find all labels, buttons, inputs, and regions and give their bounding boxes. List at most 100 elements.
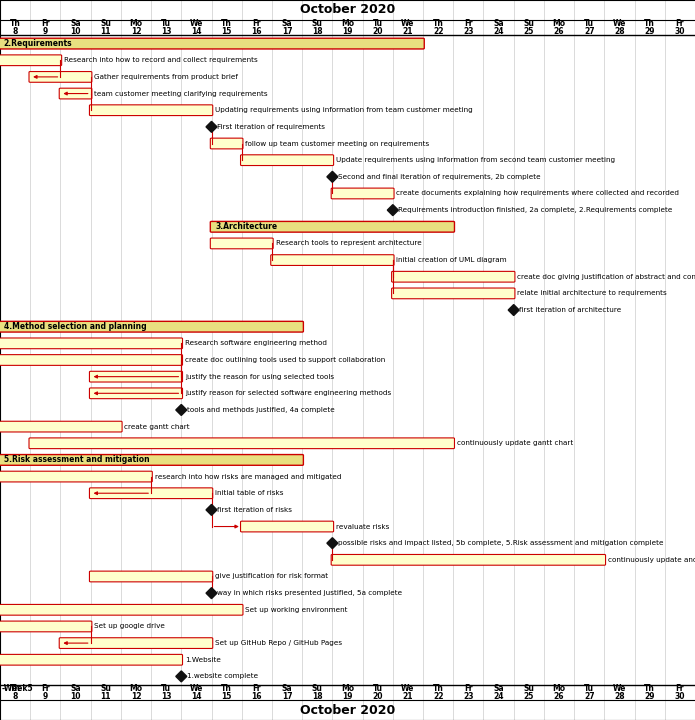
FancyBboxPatch shape xyxy=(0,421,122,432)
Text: Tu: Tu xyxy=(373,19,383,28)
Text: 11: 11 xyxy=(101,27,111,36)
Text: 14: 14 xyxy=(191,27,202,36)
Text: 16: 16 xyxy=(252,27,262,36)
Text: 13: 13 xyxy=(161,692,172,701)
Text: We: We xyxy=(613,684,626,693)
Text: Mo: Mo xyxy=(553,19,566,28)
Text: 5.Risk assessment and mitigation: 5.Risk assessment and mitigation xyxy=(3,456,149,464)
Text: 30: 30 xyxy=(675,692,685,701)
FancyBboxPatch shape xyxy=(29,71,92,82)
Text: Fr: Fr xyxy=(676,19,684,28)
Text: 19: 19 xyxy=(342,692,353,701)
Text: Mo: Mo xyxy=(129,684,142,693)
FancyBboxPatch shape xyxy=(90,388,183,399)
FancyBboxPatch shape xyxy=(211,138,243,149)
Text: Gather requirements from product brief: Gather requirements from product brief xyxy=(95,74,238,80)
Polygon shape xyxy=(176,671,187,682)
Text: 18: 18 xyxy=(312,692,322,701)
FancyBboxPatch shape xyxy=(0,654,183,665)
FancyBboxPatch shape xyxy=(332,188,394,199)
Text: give justification for risk format: give justification for risk format xyxy=(215,574,328,580)
FancyBboxPatch shape xyxy=(211,222,455,232)
Text: Su: Su xyxy=(100,684,111,693)
Text: Th: Th xyxy=(433,19,443,28)
Text: 3.Architecture: 3.Architecture xyxy=(215,222,277,231)
Text: Sa: Sa xyxy=(281,19,293,28)
Text: First iteration of requirements: First iteration of requirements xyxy=(217,124,325,130)
Text: 22: 22 xyxy=(433,692,443,701)
FancyBboxPatch shape xyxy=(240,155,334,166)
Polygon shape xyxy=(327,171,338,182)
Text: 28: 28 xyxy=(614,692,625,701)
Text: Mo: Mo xyxy=(341,19,354,28)
Text: Th: Th xyxy=(10,19,21,28)
Text: initial creation of UML diagram: initial creation of UML diagram xyxy=(396,257,507,263)
Text: 23: 23 xyxy=(463,27,473,36)
Text: Su: Su xyxy=(312,684,322,693)
Text: 21: 21 xyxy=(402,692,414,701)
FancyBboxPatch shape xyxy=(0,355,183,365)
Text: Fr: Fr xyxy=(464,684,473,693)
Text: 14: 14 xyxy=(191,692,202,701)
FancyBboxPatch shape xyxy=(0,38,424,49)
Polygon shape xyxy=(508,305,519,315)
FancyBboxPatch shape xyxy=(59,88,92,99)
Text: 4.Method selection and planning: 4.Method selection and planning xyxy=(3,322,146,331)
FancyBboxPatch shape xyxy=(0,621,92,632)
Text: 26: 26 xyxy=(554,27,564,36)
FancyBboxPatch shape xyxy=(59,638,213,649)
Polygon shape xyxy=(387,204,398,215)
Text: 8: 8 xyxy=(13,27,18,36)
Text: Su: Su xyxy=(100,19,111,28)
Text: 15: 15 xyxy=(222,692,232,701)
Text: October 2020: October 2020 xyxy=(300,4,395,17)
Text: We: We xyxy=(190,19,203,28)
Text: Sa: Sa xyxy=(281,684,293,693)
Text: Sa: Sa xyxy=(70,19,81,28)
Text: 16: 16 xyxy=(252,692,262,701)
Text: Fr: Fr xyxy=(464,19,473,28)
Text: 22: 22 xyxy=(433,27,443,36)
Text: 9: 9 xyxy=(42,27,48,36)
Text: Th: Th xyxy=(644,684,655,693)
FancyBboxPatch shape xyxy=(0,604,243,615)
Text: Second and final iteration of requirements, 2b complete: Second and final iteration of requiremen… xyxy=(338,174,541,180)
Text: Fr: Fr xyxy=(252,684,261,693)
Text: Research tools to represent architecture: Research tools to represent architecture xyxy=(276,240,421,246)
Text: Sa: Sa xyxy=(493,684,504,693)
Text: Fr: Fr xyxy=(252,19,261,28)
Text: 10: 10 xyxy=(70,27,81,36)
FancyBboxPatch shape xyxy=(271,255,394,266)
Text: follow up team customer meeting on requirements: follow up team customer meeting on requi… xyxy=(245,140,430,146)
Text: Tu: Tu xyxy=(584,684,594,693)
Text: Set up google drive: Set up google drive xyxy=(95,624,165,629)
Text: 26: 26 xyxy=(554,692,564,701)
Text: Tu: Tu xyxy=(161,19,171,28)
Text: Research software engineering method: Research software engineering method xyxy=(185,341,327,346)
Text: research into how risks are managed and mitigated: research into how risks are managed and … xyxy=(155,474,341,480)
Text: Th: Th xyxy=(10,684,21,693)
Text: 10: 10 xyxy=(70,692,81,701)
Polygon shape xyxy=(206,505,217,516)
Text: Mo: Mo xyxy=(341,684,354,693)
Text: 29: 29 xyxy=(644,692,655,701)
Text: team customer meeting clarifying requirements: team customer meeting clarifying require… xyxy=(95,91,268,96)
FancyBboxPatch shape xyxy=(90,105,213,116)
Text: 27: 27 xyxy=(584,27,594,36)
Text: 9: 9 xyxy=(42,692,48,701)
Text: 29: 29 xyxy=(644,27,655,36)
Text: Set up working environment: Set up working environment xyxy=(245,607,348,613)
FancyBboxPatch shape xyxy=(29,438,455,449)
Text: Tu: Tu xyxy=(584,19,594,28)
Text: -Week5: -Week5 xyxy=(1,684,33,693)
FancyBboxPatch shape xyxy=(211,238,273,249)
Text: tools and methods justified, 4a complete: tools and methods justified, 4a complete xyxy=(187,407,334,413)
Text: 23: 23 xyxy=(463,692,473,701)
Text: We: We xyxy=(613,19,626,28)
Text: Th: Th xyxy=(644,19,655,28)
Text: create documents explaining how requirements where collected and recorded: create documents explaining how requirem… xyxy=(396,191,680,197)
Text: 24: 24 xyxy=(493,27,504,36)
Text: 17: 17 xyxy=(281,692,293,701)
Text: Su: Su xyxy=(523,684,534,693)
Text: Th: Th xyxy=(221,19,232,28)
